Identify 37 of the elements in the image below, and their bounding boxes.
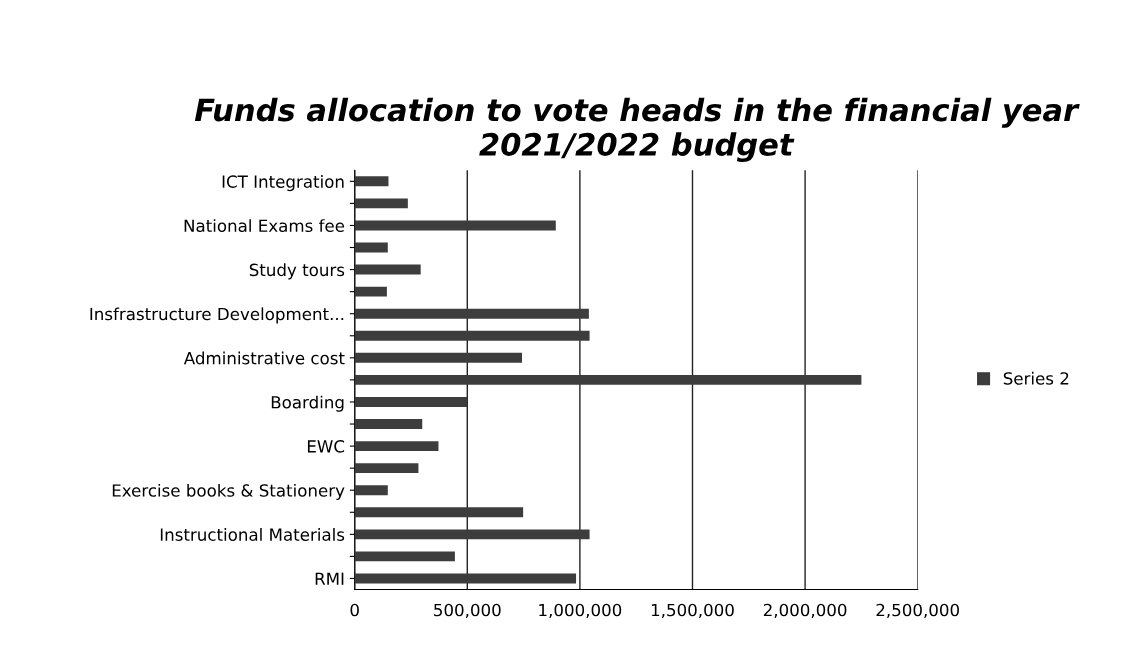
bar	[354, 529, 590, 540]
bar	[354, 463, 419, 474]
bar	[354, 286, 387, 297]
bar	[354, 308, 589, 319]
bar	[354, 507, 524, 518]
x-tick-label: 1,000,000	[539, 603, 622, 618]
bar	[354, 551, 455, 562]
bar	[354, 176, 389, 187]
legend-label: Series 2	[1003, 371, 1069, 385]
bar	[354, 485, 388, 496]
y-tick-label: Insfrastructure Development...	[90, 307, 344, 324]
bar	[354, 330, 590, 341]
bar	[354, 220, 556, 231]
bar	[354, 441, 439, 452]
y-tick-label: Boarding	[271, 395, 344, 412]
y-tick-label: Instructional Materials	[160, 528, 345, 541]
y-tick-label: Study tours	[249, 263, 345, 280]
chart-title: Funds allocation to vote heads in the financial year 2021/2022 budget	[194, 97, 1080, 163]
y-tick-label: RMI	[315, 572, 344, 585]
bar	[354, 264, 421, 275]
bar	[354, 198, 408, 209]
bar	[354, 397, 468, 407]
bar	[354, 242, 388, 253]
y-tick-label: National Exams fee	[184, 219, 345, 233]
bar	[354, 374, 862, 385]
y-tick-label: Exercise books & Stationery	[112, 483, 345, 501]
y-tick-label: Administrative cost	[183, 351, 345, 365]
y-tick-label: EWC	[307, 440, 345, 453]
x-tick-label: 500,000	[434, 603, 501, 618]
bar	[354, 352, 523, 363]
bar	[354, 419, 423, 429]
x-tick-label: 0	[350, 603, 359, 617]
x-tick-label: 2,000,000	[763, 603, 847, 618]
bar	[354, 573, 577, 584]
x-tick-label: 2,500,000	[876, 603, 959, 618]
y-tick-label: ICT Integration	[222, 175, 344, 192]
x-tick-label: 1,500,000	[651, 603, 734, 618]
